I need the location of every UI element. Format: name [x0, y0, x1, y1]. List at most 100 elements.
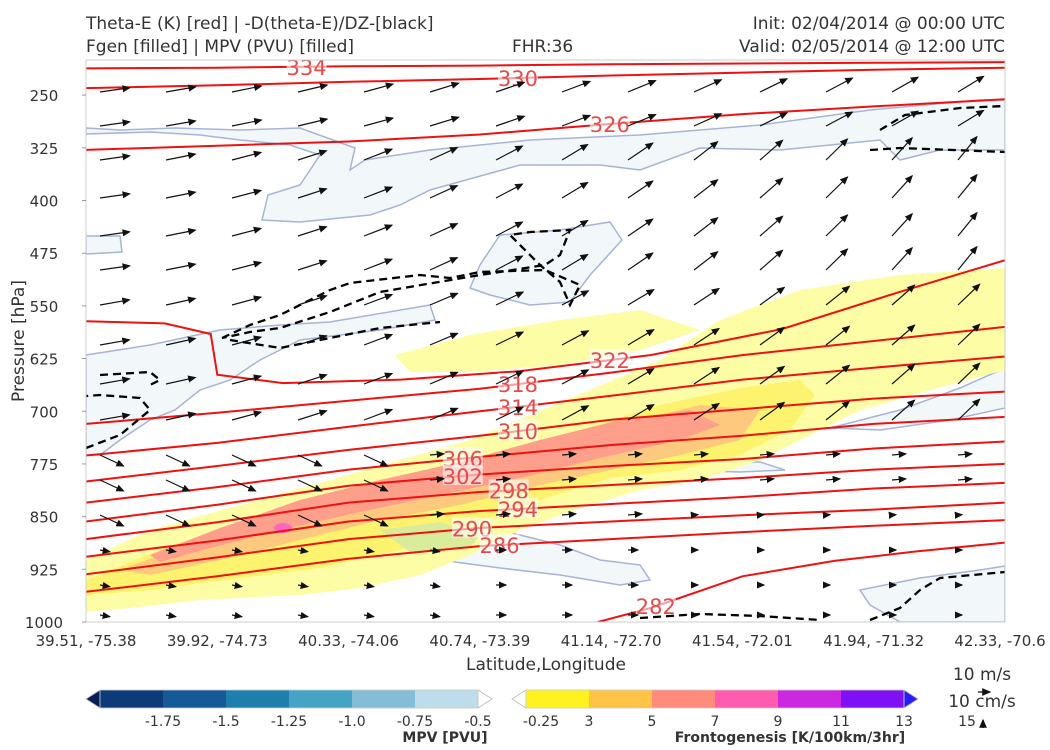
- y-tick-label: 775: [30, 456, 59, 474]
- contour-label: 322: [590, 349, 630, 373]
- theta-e-contour-314: [86, 355, 1005, 457]
- wind-vector: [891, 284, 916, 306]
- wind-vector: [627, 328, 655, 346]
- wind-vector: [363, 514, 389, 527]
- y-axis-ticks: 250 325 400 475 550 625 700 775 850 925 1000: [25, 87, 86, 632]
- theta-e-contour-322: [86, 259, 1005, 385]
- wind-vector: [825, 285, 851, 306]
- y-tick-label: 625: [30, 351, 59, 369]
- contour-label-bg: [497, 395, 538, 416]
- wind-vector: [429, 292, 459, 306]
- colorbar-outline: [99, 689, 479, 709]
- wind-vector: [561, 114, 592, 127]
- wind-vector: [693, 287, 721, 306]
- wind-vector: [165, 611, 177, 620]
- init-time: Init: 02/04/2014 @ 00:00 UTC: [752, 14, 1005, 34]
- wind-vector: [759, 365, 786, 385]
- wind-vector: [561, 290, 590, 306]
- y-tick-label: 925: [30, 561, 59, 579]
- wind-vector: [759, 78, 789, 93]
- theta-e-contour-286: [86, 519, 1005, 593]
- colorbar-tick-label: -0.75: [397, 714, 433, 730]
- wind-vector: [429, 332, 459, 346]
- wind-vector: [231, 546, 243, 555]
- y-tick-label: 400: [30, 193, 59, 211]
- wind-vector: [231, 117, 263, 127]
- theta-e-contours: 334 3303263223183143103063022982942902862…: [86, 60, 1005, 622]
- wind-vector: [495, 331, 525, 346]
- colorbar-tick-label: -1.5: [212, 714, 239, 730]
- contour-label: 286: [480, 534, 520, 558]
- wind-vector: [429, 147, 459, 161]
- y-tick-label: 700: [30, 403, 59, 421]
- colorbar-tick-label: -0.5: [464, 714, 491, 730]
- wind-vector: [429, 223, 459, 237]
- dashed-contour-se: [639, 570, 1005, 622]
- wind-vector: [561, 181, 589, 199]
- wind-vector: [759, 177, 784, 199]
- wind-key-vertical: 10 cm/s: [948, 692, 1016, 712]
- dashed-contour-west: [86, 393, 152, 450]
- colorbar-tick-label: -1.25: [271, 714, 307, 730]
- y-tick-label: 250: [30, 87, 59, 105]
- wind-vector: [693, 140, 719, 161]
- wind-vector: [429, 371, 459, 385]
- wind-vector: [99, 263, 131, 271]
- wind-vector: [693, 113, 723, 127]
- theta-e-contour-326: [86, 98, 1005, 151]
- dashed-contour-ne: [869, 104, 1005, 154]
- wind-vector: [561, 330, 590, 346]
- wind-vector: [693, 250, 719, 271]
- colorbar-tick-label: 11: [832, 714, 850, 730]
- contour-label-bg: [635, 595, 676, 616]
- colorbar-tick-label: -0.25: [523, 714, 559, 730]
- wind-vector: [825, 111, 854, 127]
- x-tick-label: 42.33, -70.6: [954, 632, 1045, 650]
- y-tick-label: 850: [30, 509, 59, 527]
- wind-vector: [825, 475, 842, 484]
- wind-vector: [561, 450, 578, 459]
- wind-vector: [363, 372, 394, 385]
- y-tick-label: 475: [30, 245, 59, 263]
- wind-vector: [297, 149, 328, 161]
- wind-vector: [429, 185, 459, 199]
- wind-vector: [693, 450, 710, 459]
- colorbar-swatch: [352, 690, 416, 708]
- wind-vector: [165, 546, 177, 555]
- theta-e-contour-310: [86, 390, 1005, 483]
- wind-vector: [165, 189, 197, 199]
- wind-vector: [165, 151, 197, 161]
- wind-vector: [363, 333, 394, 346]
- wind-vector: [165, 261, 197, 271]
- wind-vector: [165, 514, 191, 527]
- colorbar-end-right: [477, 689, 493, 709]
- wind-vector: [495, 81, 526, 93]
- wind-vector: [759, 112, 789, 127]
- x-axis-ticks: 39.51, -75.38 39.92, -74.73 40.33, -74.06 4…: [36, 632, 1046, 650]
- colorbar-swatch: [289, 690, 353, 708]
- wind-vector: [825, 248, 849, 271]
- wind-vector: [363, 293, 394, 306]
- wind-vector: [231, 454, 257, 467]
- mpv-region-se: [858, 565, 1005, 622]
- colorbar-tick-label: 9: [774, 714, 783, 730]
- wind-vector: [231, 611, 243, 620]
- wind-vector: [957, 283, 981, 306]
- colorbar-swatch: [652, 690, 716, 708]
- wind-key-horizontal: 10 m/s: [953, 665, 1011, 685]
- wind-vector: [429, 450, 446, 459]
- x-tick-label: 40.74, -73.39: [429, 632, 530, 650]
- wind-vector: [363, 224, 394, 237]
- wind-vector: [165, 454, 191, 467]
- dashed-contour-mid: [221, 228, 582, 340]
- wind-vector: [297, 611, 309, 620]
- wind-vector: [363, 186, 394, 199]
- wind-vector: [693, 79, 723, 93]
- fgen-colorbar-label: Frontogenesis [K/100km/3hr]: [675, 730, 905, 746]
- wind-vector: [429, 257, 459, 271]
- colorbar-swatch: [778, 690, 842, 708]
- wind-vector: [165, 84, 197, 93]
- wind-vector: [693, 216, 719, 237]
- wind-vector: [99, 119, 131, 127]
